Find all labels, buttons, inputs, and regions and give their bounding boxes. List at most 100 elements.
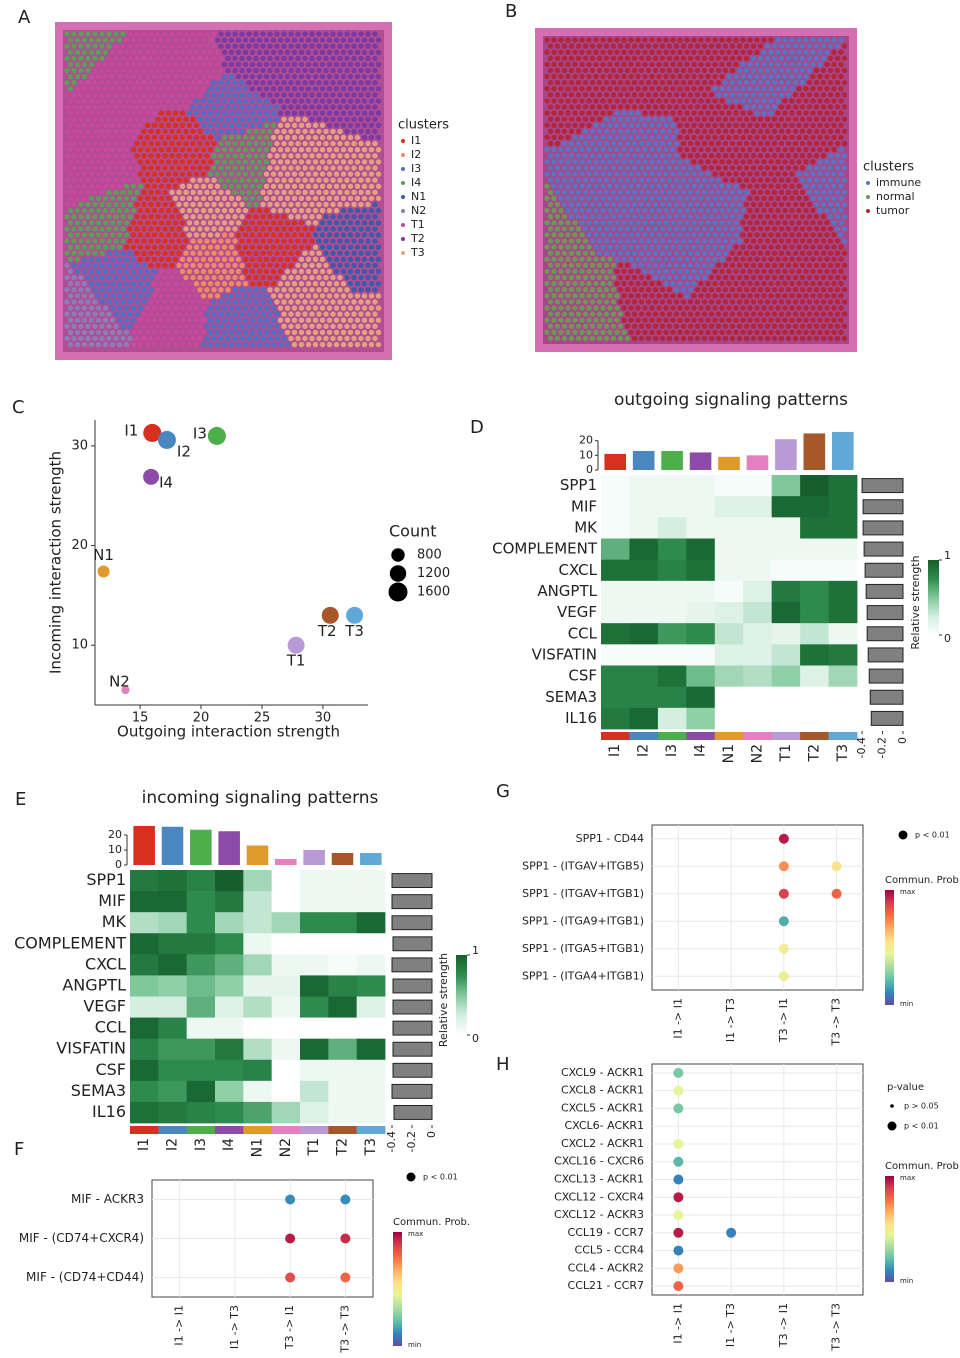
spot [649, 268, 655, 275]
spot [67, 122, 74, 128]
spot [260, 67, 266, 74]
spot [323, 274, 329, 281]
heatmap-cell [356, 996, 386, 1018]
spot [127, 287, 133, 293]
spot [635, 280, 641, 287]
spot [291, 159, 298, 165]
spot [663, 305, 669, 311]
spot [607, 61, 613, 68]
side-bar [867, 647, 904, 663]
spot [151, 244, 158, 250]
spot [151, 171, 158, 177]
spot [78, 104, 84, 110]
spot [582, 226, 589, 232]
spot [666, 226, 673, 232]
spot [705, 244, 711, 250]
spot [841, 335, 848, 342]
spot [827, 128, 834, 134]
spot [134, 323, 140, 329]
spot [186, 73, 193, 80]
spot [302, 153, 308, 159]
spot [116, 281, 123, 287]
spot [169, 140, 175, 147]
spot [691, 268, 697, 275]
spot [803, 183, 809, 189]
spot [242, 329, 249, 336]
spot [771, 201, 778, 208]
spot [260, 201, 266, 208]
spot [260, 323, 266, 329]
spot [785, 104, 792, 110]
spot [71, 214, 77, 220]
spot [365, 128, 371, 135]
spot [628, 86, 634, 92]
spot [551, 110, 557, 116]
spot [831, 256, 837, 262]
spot [263, 147, 270, 153]
spot [193, 37, 200, 43]
spot [148, 104, 154, 110]
spot [603, 177, 610, 183]
spot [179, 49, 186, 55]
spot [186, 232, 193, 238]
spot [558, 37, 564, 43]
spot [232, 226, 238, 232]
spot [596, 213, 603, 220]
spot [659, 128, 666, 134]
spot [99, 335, 105, 342]
spot [354, 244, 361, 250]
spot [312, 37, 319, 43]
heatmap-cell [601, 538, 630, 561]
heatmap-cell [158, 891, 188, 913]
spot [775, 73, 781, 80]
spot [740, 305, 746, 311]
spot [666, 55, 673, 61]
spot [309, 153, 315, 159]
side-bar [392, 1062, 433, 1078]
spot [351, 92, 357, 98]
spot [719, 49, 725, 55]
column-label: T3 -> T3 [338, 1305, 351, 1354]
spot [256, 281, 263, 287]
spot [375, 293, 382, 299]
spot [785, 250, 792, 256]
spot [337, 274, 343, 281]
heatmap-cell [158, 912, 188, 934]
spot [361, 122, 368, 128]
spot [291, 147, 298, 153]
spot [183, 55, 189, 62]
spot [330, 323, 336, 329]
spot [207, 293, 214, 299]
spot [270, 244, 277, 250]
spot [344, 323, 350, 329]
spot [771, 213, 778, 220]
spot [645, 177, 652, 183]
spot [375, 171, 382, 177]
spot [347, 341, 354, 348]
spot [610, 274, 617, 281]
dot [340, 1194, 351, 1205]
spot [684, 207, 690, 214]
top-tick-label: 0 [586, 463, 593, 476]
spot [176, 67, 182, 74]
heatmap-cell [657, 559, 687, 582]
spot [358, 92, 364, 98]
column-strip [300, 1126, 329, 1134]
spot [197, 165, 203, 171]
spot [582, 55, 589, 61]
heatmap-cell [271, 1017, 301, 1040]
spot [750, 104, 757, 110]
spot [558, 110, 564, 116]
spot [544, 171, 550, 177]
spot [340, 86, 347, 92]
heatmap-cell [828, 496, 858, 518]
spot [120, 311, 126, 317]
heatmap-cell [771, 559, 801, 582]
spot [824, 207, 830, 214]
spot [330, 250, 336, 256]
spot [719, 268, 725, 275]
spot [333, 329, 340, 336]
spot [775, 183, 781, 189]
spot [151, 281, 158, 287]
spot [579, 207, 585, 214]
